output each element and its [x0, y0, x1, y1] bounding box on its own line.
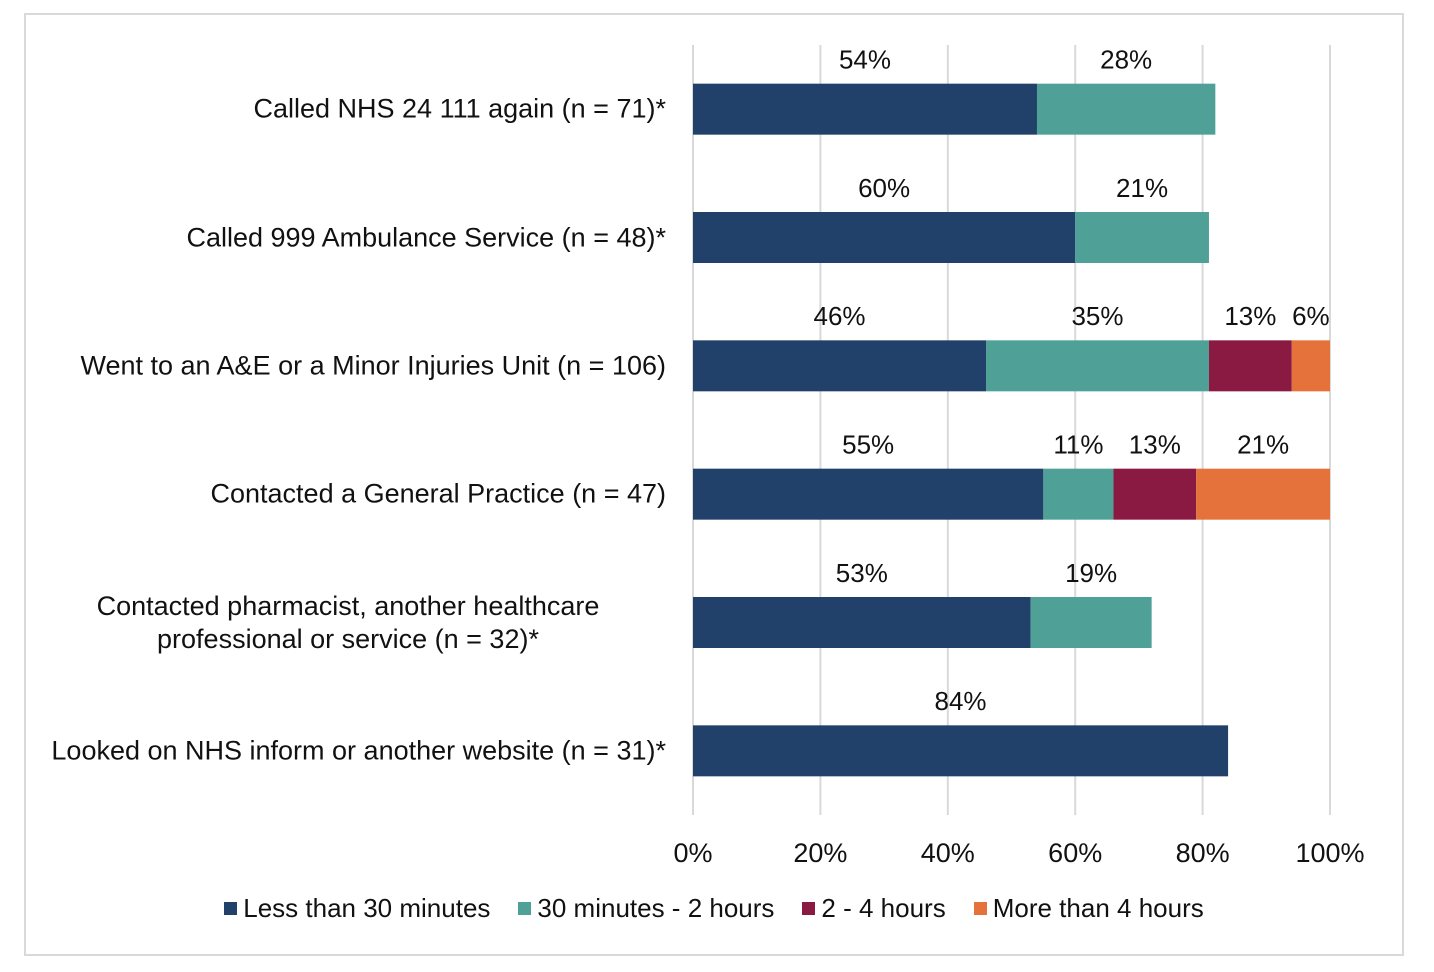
x-tick-label: 80% — [1176, 838, 1230, 868]
x-tick-label: 100% — [1295, 838, 1364, 868]
data-label: 28% — [1100, 45, 1152, 75]
data-label: 60% — [858, 173, 910, 203]
legend-label: 2 - 4 hours — [821, 893, 946, 923]
data-label: 6% — [1292, 301, 1330, 331]
bar-segment — [1208, 340, 1292, 392]
legend-item: 2 - 4 hours — [802, 893, 946, 924]
legend-swatch — [973, 902, 987, 915]
category-text: Called NHS 24 111 again (n = 71)* — [253, 93, 666, 124]
legend-swatch — [802, 902, 816, 915]
x-tick-label: 60% — [1048, 838, 1102, 868]
category-text: Looked on NHS inform or another website … — [51, 735, 666, 766]
bar-segment — [1043, 468, 1114, 520]
bar-segment — [693, 83, 1037, 135]
bar-segment — [693, 212, 1076, 263]
legend-item: Less than 30 minutes — [224, 893, 490, 924]
legend-swatch — [224, 902, 238, 915]
data-label: 55% — [842, 430, 894, 460]
data-label: 46% — [813, 301, 865, 331]
category-label: Called 999 Ambulance Service (n = 48)* — [30, 221, 666, 254]
x-tick-label: 20% — [793, 838, 847, 868]
bar-segment — [1030, 597, 1152, 648]
category-text: Went to an A&E or a Minor Injuries Unit … — [80, 350, 666, 381]
category-label: Went to an A&E or a Minor Injuries Unit … — [30, 349, 666, 382]
bar-segment — [1196, 468, 1330, 520]
data-label: 11% — [1053, 430, 1103, 460]
category-text: Contacted a General Practice (n = 47) — [210, 478, 667, 509]
x-tick-label: 40% — [921, 838, 975, 868]
legend: Less than 30 minutes 30 minutes - 2 hours… — [25, 893, 1403, 924]
category-label: Called NHS 24 111 again (n = 71)* — [30, 93, 666, 126]
data-label: 19% — [1065, 558, 1117, 588]
bar-segment — [693, 725, 1229, 777]
legend-swatch — [518, 902, 532, 915]
bar-segment — [1036, 83, 1216, 135]
legend-label: 30 minutes - 2 hours — [537, 893, 775, 923]
bar-segment — [1291, 340, 1330, 392]
bar-segment — [693, 597, 1031, 648]
bar-segment — [693, 340, 987, 392]
data-label: 35% — [1071, 301, 1123, 331]
category-text: Contacted pharmacist, another healthcare… — [96, 590, 600, 654]
category-label: Contacted pharmacist, another healthcare… — [30, 590, 666, 656]
data-label: 21% — [1237, 430, 1289, 460]
bars: 54% 28% 60% 21% 46% 35% 13% 6% 55% 11% 13% 21% 53% 19… — [693, 45, 1330, 777]
grid — [692, 45, 1331, 815]
bar-segment — [693, 468, 1044, 520]
data-label: 53% — [836, 558, 888, 588]
category-label: Looked on NHS inform or another website … — [30, 734, 666, 767]
legend-item: 30 minutes - 2 hours — [518, 893, 774, 924]
bar-segment — [986, 340, 1209, 392]
data-label: 13% — [1129, 430, 1181, 460]
category-label: Contacted a General Practice (n = 47) — [30, 478, 667, 511]
x-tick-label: 0% — [673, 838, 712, 868]
category-text: Called 999 Ambulance Service (n = 48)* — [186, 222, 666, 252]
data-label: 13% — [1224, 301, 1276, 331]
data-label: 84% — [935, 686, 987, 716]
data-label: 54% — [839, 45, 891, 75]
bar-segment — [1113, 468, 1197, 520]
data-label: 21% — [1116, 173, 1168, 203]
legend-label: Less than 30 minutes — [243, 893, 491, 923]
legend-item: More than 4 hours — [973, 893, 1204, 924]
legend-label: More than 4 hours — [992, 893, 1204, 923]
bar-segment — [1075, 212, 1209, 263]
